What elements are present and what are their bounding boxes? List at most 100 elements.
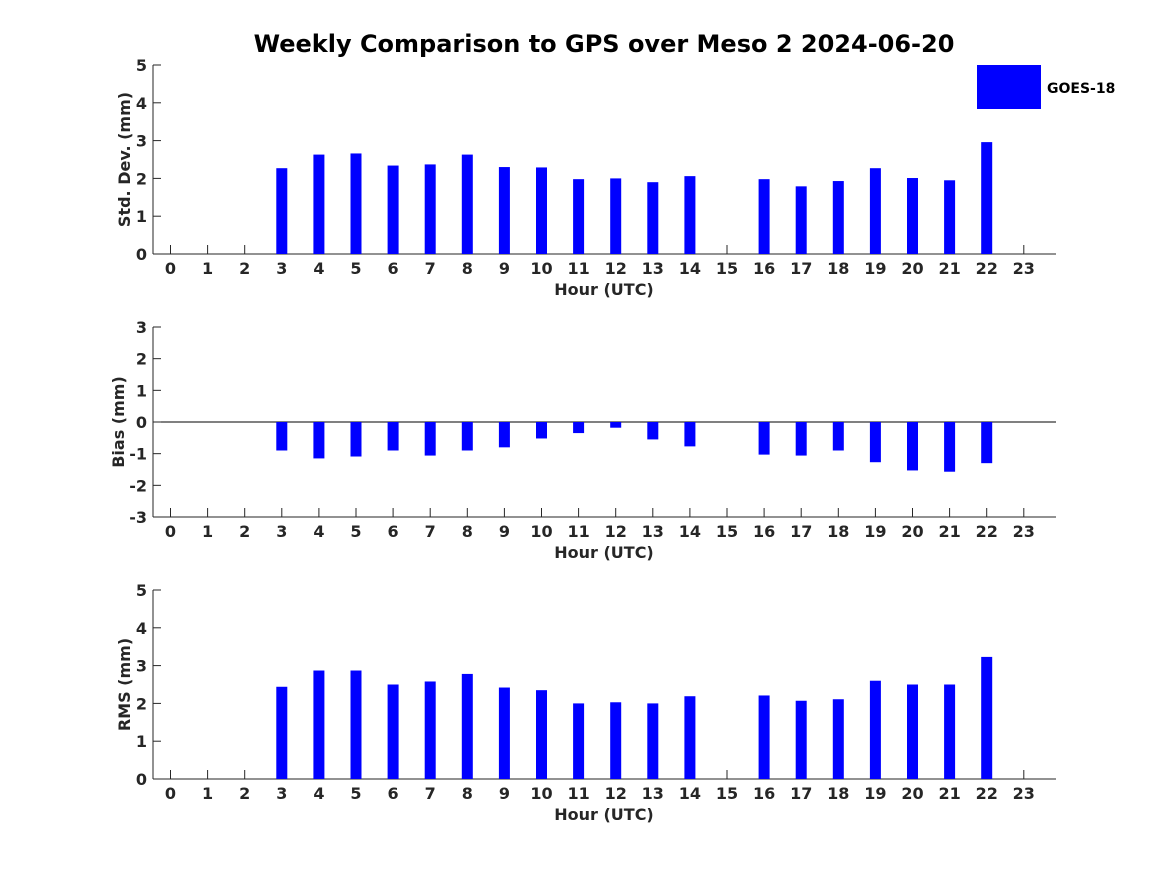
bar (350, 153, 362, 254)
y-tick-label: 0 (136, 413, 147, 432)
x-tick-label: 3 (276, 522, 287, 541)
x-tick-label: 18 (827, 522, 849, 541)
x-tick-label: 2 (239, 259, 250, 278)
x-tick-label: 17 (790, 522, 812, 541)
bar (907, 422, 918, 471)
y-tick-label: 5 (136, 56, 147, 75)
bar (647, 422, 659, 440)
bar (461, 673, 473, 779)
x-tick-label: 21 (938, 784, 960, 803)
x-tick-label: 9 (499, 522, 510, 541)
bar (684, 176, 696, 254)
bar (758, 695, 770, 779)
bar (387, 165, 399, 254)
x-tick-label: 8 (462, 522, 473, 541)
bar (684, 696, 696, 779)
bar (536, 167, 547, 254)
x-tick-label: 5 (350, 259, 361, 278)
x-tick-label: 21 (938, 259, 960, 278)
y-tick-label: -1 (129, 445, 147, 464)
bar (869, 168, 881, 254)
x-tick-label: 15 (716, 259, 738, 278)
x-tick-label: 19 (864, 522, 886, 541)
x-tick-label: 0 (165, 522, 176, 541)
bar (869, 422, 881, 463)
x-tick-label: 4 (313, 784, 324, 803)
x-tick-label: 15 (716, 784, 738, 803)
bar (832, 699, 844, 779)
x-tick-label: 11 (567, 784, 589, 803)
y-tick-label: 1 (136, 732, 147, 751)
bar (313, 422, 325, 459)
y-tick-label: -2 (129, 476, 147, 495)
x-tick-label: 10 (530, 784, 552, 803)
y-tick-label: 3 (136, 318, 147, 337)
x-tick-label: 18 (827, 259, 849, 278)
x-tick-label: 14 (679, 784, 701, 803)
bar (944, 684, 956, 779)
x-tick-label: 14 (679, 259, 701, 278)
x-tick-label: 2 (239, 522, 250, 541)
x-tick-label: 23 (1013, 522, 1035, 541)
x-tick-label: 9 (499, 259, 510, 278)
bar (461, 422, 473, 451)
x-tick-label: 22 (976, 522, 998, 541)
x-tick-label: 6 (388, 784, 399, 803)
x-tick-label: 11 (567, 259, 589, 278)
bar (350, 670, 362, 779)
bar (981, 142, 993, 254)
x-tick-label: 23 (1013, 784, 1035, 803)
y-axis-label: Std. Dev. (mm) (115, 92, 134, 227)
x-tick-label: 1 (202, 522, 213, 541)
bar (832, 181, 844, 254)
bar (276, 168, 288, 254)
x-tick-label: 16 (753, 784, 775, 803)
x-tick-label: 3 (276, 259, 287, 278)
bar (944, 422, 956, 472)
bar (276, 686, 288, 779)
x-axis-label: Hour (UTC) (554, 543, 654, 562)
y-tick-label: 1 (136, 381, 147, 400)
x-tick-label: 5 (350, 784, 361, 803)
bar (795, 700, 807, 779)
x-tick-label: 23 (1013, 259, 1035, 278)
x-tick-label: 4 (313, 259, 324, 278)
bar (573, 179, 585, 254)
y-tick-label: 2 (136, 694, 147, 713)
bar (424, 422, 436, 456)
bar (498, 687, 510, 779)
x-tick-label: 4 (313, 522, 324, 541)
figure-title: Weekly Comparison to GPS over Meso 2 202… (254, 30, 955, 58)
bar (795, 422, 807, 456)
bar (684, 422, 696, 447)
x-tick-label: 6 (388, 259, 399, 278)
bar (350, 422, 362, 457)
x-tick-label: 8 (462, 784, 473, 803)
bar (498, 422, 510, 448)
bar (795, 186, 807, 254)
x-tick-label: 21 (938, 522, 960, 541)
legend-swatch (977, 65, 1041, 109)
x-tick-label: 20 (901, 522, 923, 541)
x-tick-label: 12 (605, 259, 627, 278)
bar (647, 182, 659, 254)
y-tick-label: 3 (136, 657, 147, 676)
bar (387, 684, 399, 779)
x-tick-label: 15 (716, 522, 738, 541)
bar (981, 656, 993, 779)
y-tick-label: 4 (136, 94, 147, 113)
x-tick-label: 22 (976, 784, 998, 803)
y-tick-label: 5 (136, 581, 147, 600)
bar (424, 164, 436, 254)
y-tick-label: -3 (129, 508, 147, 527)
x-tick-label: 9 (499, 784, 510, 803)
y-tick-label: 0 (136, 245, 147, 264)
x-tick-label: 10 (530, 522, 552, 541)
y-tick-label: 3 (136, 132, 147, 151)
x-tick-label: 2 (239, 784, 250, 803)
x-tick-label: 12 (605, 784, 627, 803)
x-tick-label: 0 (165, 259, 176, 278)
